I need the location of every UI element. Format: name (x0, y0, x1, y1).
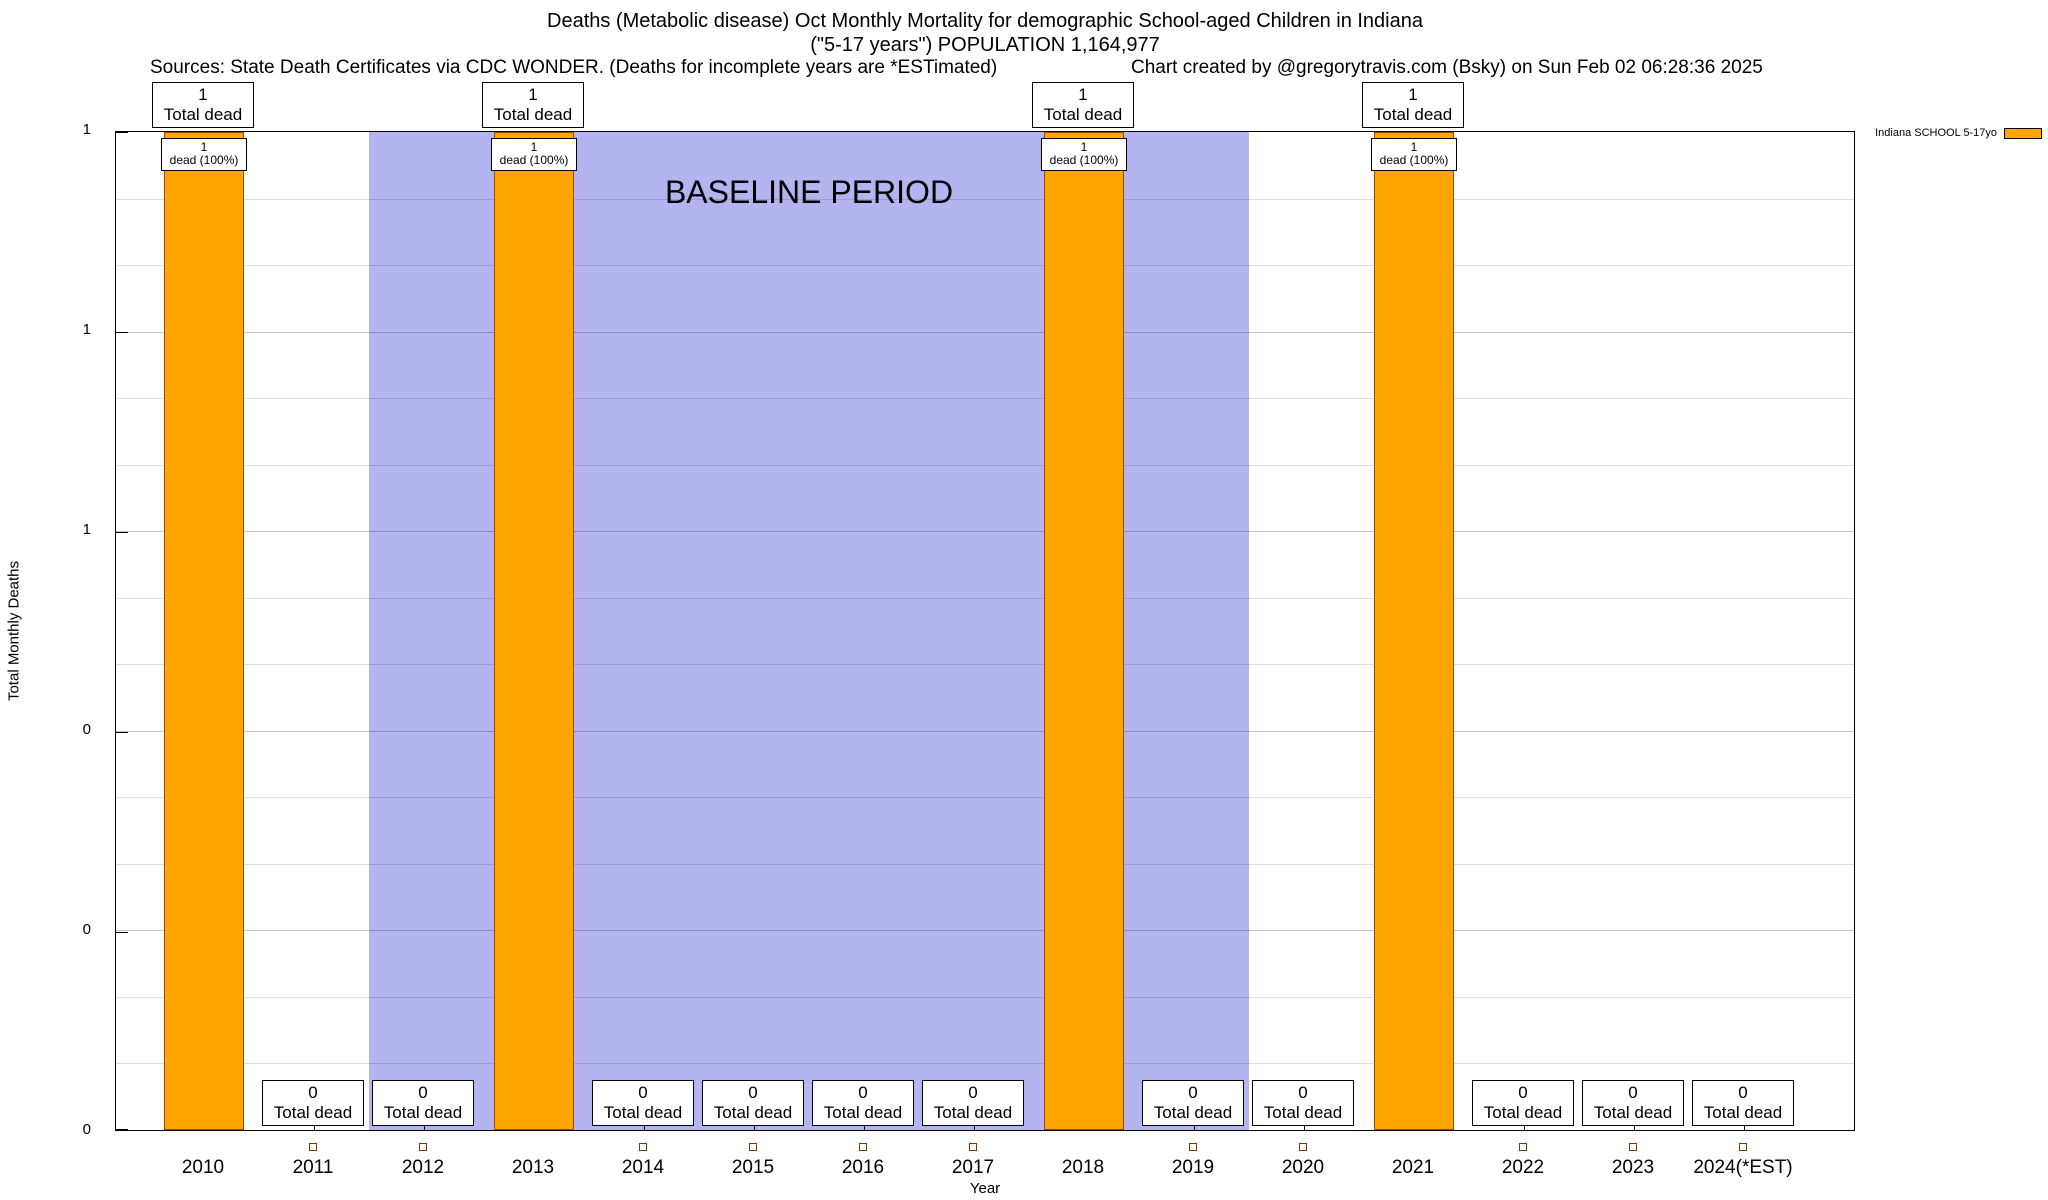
zero-marker-2022 (1519, 1143, 1527, 1151)
bar-value-label: 1 dead (100%) (491, 138, 577, 171)
zero-marker-2016 (859, 1143, 867, 1151)
total-dead-box-2019: 0 Total dead (1142, 1080, 1244, 1126)
total-dead-box-2020: 0 Total dead (1252, 1080, 1354, 1126)
x-tick-label-2016: 2016 (841, 1157, 885, 1178)
total-dead-box-2021: 1 Total dead (1362, 82, 1464, 128)
chart-subtitle: ("5-17 years") POPULATION 1,164,977 (810, 34, 1160, 56)
x-tick-label-2023: 2023 (1611, 1157, 1655, 1178)
y-tick-mark (116, 1129, 128, 1130)
zero-marker-2015 (749, 1143, 757, 1151)
y-tick-mark (116, 732, 128, 733)
total-dead-box-2013: 1 Total dead (482, 82, 584, 128)
gridline (116, 930, 1854, 932)
legend-series-label: Indiana SCHOOL 5-17yo (1875, 127, 1997, 139)
gridline (116, 996, 1854, 998)
x-axis-title: Year (969, 1180, 1001, 1197)
bar-2013: 1 dead (100%) (491, 132, 577, 1130)
y-tick-label: 0 (82, 921, 91, 938)
gridline (116, 265, 1854, 267)
bar-value-label: 1 dead (100%) (161, 138, 247, 171)
x-tick-label-2013: 2013 (511, 1157, 555, 1178)
sources-note: Sources: State Death Certificates via CD… (150, 57, 998, 78)
x-tick-label-2024(*EST): 2024(*EST) (1693, 1157, 1793, 1178)
baseline-label: BASELINE PERIOD (664, 174, 954, 210)
y-tick-label: 1 (82, 121, 91, 138)
gridline (116, 597, 1854, 599)
total-dead-box-2015: 0 Total dead (702, 1080, 804, 1126)
bar-2018: 1 dead (100%) (1041, 132, 1127, 1130)
gridline (116, 797, 1854, 799)
y-axis-title: Total Monthly Deaths (5, 560, 23, 702)
gridline (116, 664, 1854, 666)
zero-marker-2011 (309, 1143, 317, 1151)
x-tick-mark (864, 1122, 865, 1130)
gridline (116, 398, 1854, 400)
zero-marker-2020 (1299, 1143, 1307, 1151)
total-dead-box-2018: 1 Total dead (1032, 82, 1134, 128)
chart-title: Deaths (Metabolic disease) Oct Monthly M… (547, 10, 1423, 32)
gridline (116, 730, 1854, 732)
x-tick-mark (1304, 1122, 1305, 1130)
y-tick-label: 1 (82, 321, 91, 338)
gridline (116, 464, 1854, 466)
x-tick-mark (1744, 1122, 1745, 1130)
legend-swatch-icon (2004, 127, 2042, 139)
zero-marker-2014 (639, 1143, 647, 1151)
y-tick-label: 1 (82, 521, 91, 538)
bar-value-label: 1 dead (100%) (1371, 138, 1457, 171)
total-dead-box-2023: 0 Total dead (1582, 1080, 1684, 1126)
total-dead-box-2011: 0 Total dead (262, 1080, 364, 1126)
zero-marker-2023 (1629, 1143, 1637, 1151)
gridline (116, 331, 1854, 333)
y-tick-mark (116, 532, 128, 533)
x-tick-mark (754, 1122, 755, 1130)
x-tick-label-2022: 2022 (1501, 1157, 1545, 1178)
x-tick-label-2012: 2012 (401, 1157, 445, 1178)
gridline (116, 863, 1854, 865)
total-dead-box-2014: 0 Total dead (592, 1080, 694, 1126)
x-tick-label-2010: 2010 (181, 1157, 225, 1178)
zero-marker-2024(*EST) (1739, 1143, 1747, 1151)
gridline (116, 531, 1854, 533)
y-tick-label: 0 (82, 1121, 91, 1138)
gridline (116, 1063, 1854, 1065)
total-dead-box-2010: 1 Total dead (152, 82, 254, 128)
x-tick-mark (974, 1122, 975, 1130)
x-tick-mark (644, 1122, 645, 1130)
zero-marker-2017 (969, 1143, 977, 1151)
total-dead-box-2022: 0 Total dead (1472, 1080, 1574, 1126)
x-tick-mark (1634, 1122, 1635, 1130)
x-tick-mark (1524, 1122, 1525, 1130)
y-tick-label: 0 (82, 721, 91, 738)
credit-note: Chart created by @gregorytravis.com (Bsk… (1131, 57, 1763, 78)
x-tick-label-2021: 2021 (1391, 1157, 1435, 1178)
y-tick-mark (116, 932, 128, 933)
total-dead-box-2024(*EST): 0 Total dead (1692, 1080, 1794, 1126)
x-tick-mark (1194, 1122, 1195, 1130)
gridline (116, 198, 1854, 200)
y-tick-mark (116, 132, 128, 133)
x-tick-label-2019: 2019 (1171, 1157, 1215, 1178)
plot-area: BASELINE PERIOD 1 dead (100%) 1 dead (100%)… (115, 131, 1855, 1131)
x-tick-label-2015: 2015 (731, 1157, 775, 1178)
x-tick-label-2020: 2020 (1281, 1157, 1325, 1178)
x-tick-mark (424, 1122, 425, 1130)
x-tick-label-2018: 2018 (1061, 1157, 1105, 1178)
y-tick-mark (116, 332, 128, 333)
zero-marker-2019 (1189, 1143, 1197, 1151)
x-tick-label-2017: 2017 (951, 1157, 995, 1178)
legend: Indiana SCHOOL 5-17yo (1875, 127, 2042, 139)
bar-value-label: 1 dead (100%) (1041, 138, 1127, 171)
total-dead-box-2016: 0 Total dead (812, 1080, 914, 1126)
total-dead-box-2012: 0 Total dead (372, 1080, 474, 1126)
total-dead-box-2017: 0 Total dead (922, 1080, 1024, 1126)
zero-marker-2012 (419, 1143, 427, 1151)
bar-2010: 1 dead (100%) (161, 132, 247, 1130)
x-tick-label-2011: 2011 (292, 1157, 334, 1178)
bar-2021: 1 dead (100%) (1371, 132, 1457, 1130)
x-tick-label-2014: 2014 (621, 1157, 665, 1178)
x-tick-mark (314, 1122, 315, 1130)
